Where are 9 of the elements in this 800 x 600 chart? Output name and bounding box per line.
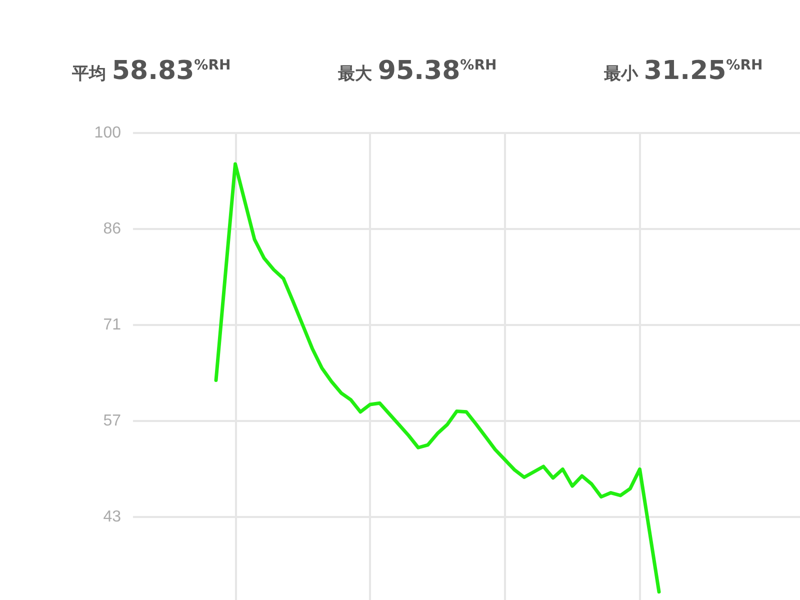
y-tick-label: 100 (94, 124, 122, 142)
y-tick-label: 86 (103, 220, 122, 238)
text: 最大 95.38$^{%RH}$ (338, 56, 497, 86)
text: 最小 31.25$^{%RH}$ (604, 56, 763, 86)
y-tick-label: 71 (103, 316, 122, 334)
y-tick-label: 57 (103, 412, 122, 430)
line-series (214, 162, 661, 594)
y-tick-label: 43 (103, 508, 122, 526)
text: 平均 58.83$^{%RH}$ (72, 56, 231, 86)
